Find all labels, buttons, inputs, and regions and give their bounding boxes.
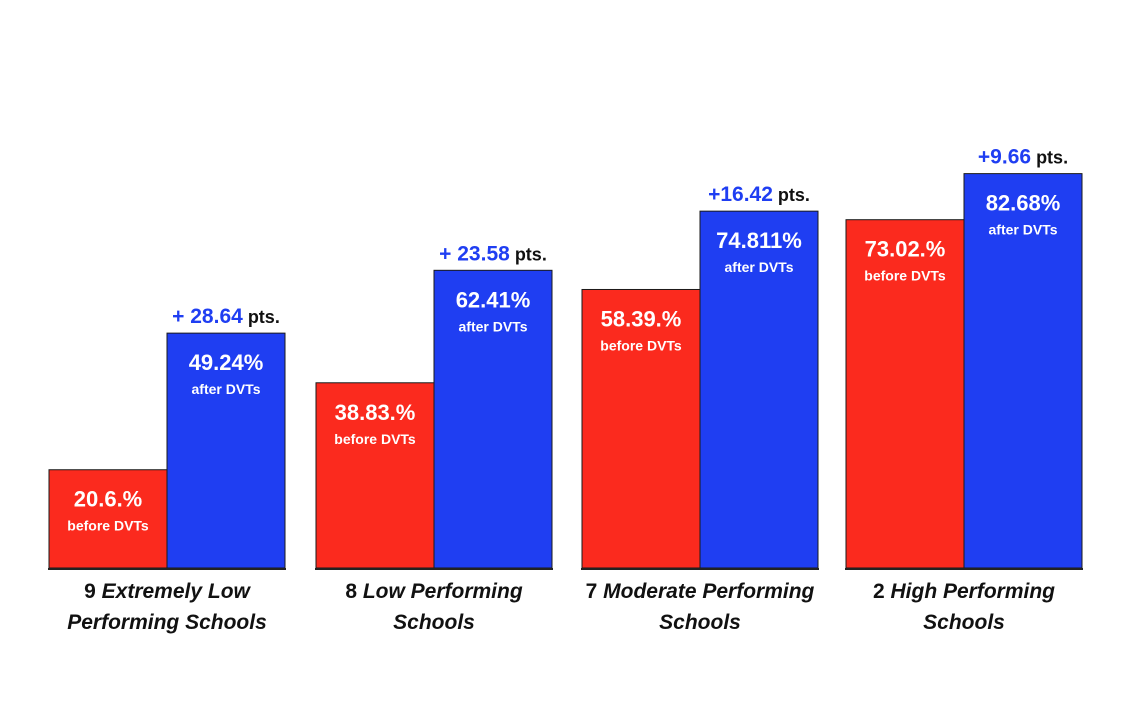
category-count: 2 (873, 580, 891, 603)
bar-before-4 (845, 219, 965, 569)
bar-sub-label: after DVTs (192, 381, 261, 397)
bar-value-label: 62.41% (456, 287, 531, 312)
bar-value-label: 20.6.% (74, 487, 143, 512)
delta-label: + 28.64 pts. (172, 305, 280, 328)
category-label-line: Performing Schools (67, 611, 267, 634)
delta-label: +16.42 pts. (708, 183, 810, 206)
bar-before-1 (48, 469, 168, 569)
delta-value: +9.66 (978, 146, 1031, 169)
category-count: 7 (586, 580, 604, 603)
category-name: Schools (659, 611, 741, 634)
bar-after-3 (699, 210, 819, 569)
category-name: Low Performing (363, 580, 523, 603)
delta-value: + 28.64 (172, 305, 243, 328)
delta-value: +16.42 (708, 183, 773, 206)
bar-after-2 (433, 269, 553, 569)
category-name: Schools (393, 611, 475, 634)
category-label-line: Schools (923, 611, 1005, 634)
bar-sub-label: before DVTs (334, 431, 416, 447)
category-name: Moderate Performing (603, 580, 814, 603)
bar-before-3 (581, 288, 701, 569)
bar-sub-label: after DVTs (989, 222, 1058, 238)
bar-value-label: 58.39.% (601, 306, 682, 331)
category-label-line: Schools (659, 611, 741, 634)
bar-sub-label: before DVTs (67, 518, 149, 534)
bar-value-label: 73.02.% (865, 237, 946, 262)
category-label-line: 2 High Performing (873, 580, 1055, 603)
bar-value-label: 38.83.% (335, 400, 416, 425)
bar-after-4 (963, 173, 1083, 569)
bar-after-1 (166, 332, 286, 569)
category-label-line: 9 Extremely Low (84, 580, 251, 603)
bar-sub-label: before DVTs (864, 268, 946, 284)
bar-sub-label: after DVTs (459, 318, 528, 334)
category-label-line: Schools (393, 611, 475, 634)
bar-value-label: 49.24% (189, 350, 264, 375)
delta-label: +9.66 pts. (978, 146, 1068, 169)
delta-unit: pts. (510, 244, 547, 264)
category-label-line: 7 Moderate Performing (586, 580, 815, 603)
bar-sub-label: after DVTs (725, 259, 794, 275)
delta-unit: pts. (773, 185, 810, 205)
category-name: Schools (923, 611, 1005, 634)
category-name: Performing Schools (67, 611, 267, 634)
delta-unit: pts. (1031, 148, 1068, 168)
category-count: 8 (345, 580, 363, 603)
category-name: Extremely Low (102, 580, 252, 603)
bar-value-label: 74.811% (716, 228, 802, 253)
bar-sub-label: before DVTs (600, 337, 682, 353)
delta-value: + 23.58 (439, 242, 510, 265)
category-count: 9 (84, 580, 102, 603)
bar-value-label: 82.68% (986, 191, 1061, 216)
delta-unit: pts. (243, 307, 280, 327)
category-label-line: 8 Low Performing (345, 580, 523, 603)
delta-label: + 23.58 pts. (439, 242, 547, 265)
category-name: High Performing (891, 580, 1056, 603)
